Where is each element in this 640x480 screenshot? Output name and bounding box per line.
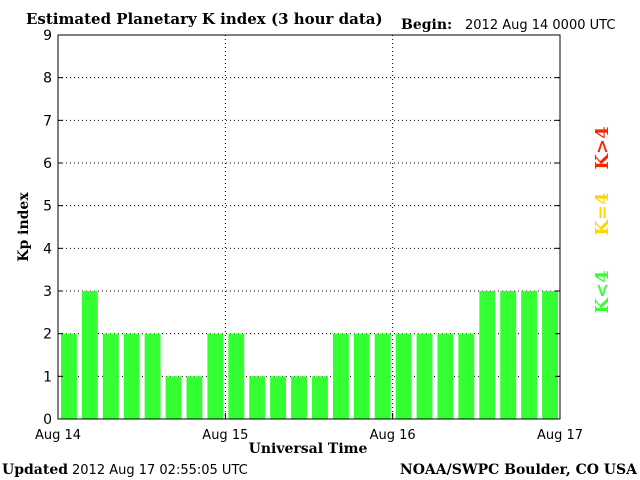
y-tick-label: 8 (43, 71, 52, 87)
kp-bar (165, 376, 182, 419)
updated-value: 2012 Aug 17 02:55:05 UTC (72, 463, 248, 478)
x-axis-ticks: Aug 14 Aug 15 Aug 16 Aug 17 (35, 413, 583, 443)
plot-frame (57, 34, 561, 420)
kp-bar (61, 333, 77, 419)
updated-label: Updated (2, 462, 68, 478)
kp-bar (81, 291, 98, 419)
legend-equal-4: K=4 (592, 192, 613, 235)
kp-bar (228, 333, 245, 419)
kp-bar (395, 333, 412, 419)
x-tick-label: Aug 14 (35, 428, 81, 443)
kp-bar (521, 291, 538, 419)
kp-bar (500, 291, 517, 419)
kp-bar (332, 333, 349, 419)
y-axis-ticks: 0 1 2 3 4 5 6 7 8 9 (43, 28, 560, 428)
x-tick-label: Aug 15 (202, 428, 248, 443)
chart-title: Estimated Planetary K index (3 hour data… (26, 10, 383, 28)
y-tick-label: 2 (43, 327, 52, 343)
kp-bar (249, 376, 266, 419)
kp-bar (312, 376, 328, 419)
kp-bar (207, 333, 224, 419)
y-tick-label: 1 (43, 369, 52, 385)
y-tick-label: 5 (43, 199, 52, 215)
kp-bar (270, 376, 287, 419)
kp-bar (479, 291, 496, 419)
kp-bar (416, 333, 433, 419)
legend-above-4: K>4 (592, 126, 613, 169)
y-tick-label: 6 (43, 156, 52, 172)
kp-bar (458, 333, 475, 419)
kp-bar (186, 376, 203, 419)
x-axis-label: Universal Time (249, 441, 368, 457)
kp-bar (437, 333, 454, 419)
kp-bar (542, 291, 558, 419)
kp-bar (291, 376, 307, 419)
begin-value: 2012 Aug 14 0000 UTC (465, 18, 615, 33)
kp-bar (353, 333, 370, 419)
y-tick-label: 3 (43, 284, 52, 300)
legend-below-4: K<4 (592, 270, 613, 313)
kp-bar (144, 333, 161, 419)
y-axis-label: Kp index (16, 192, 32, 262)
y-tick-label: 7 (43, 113, 52, 129)
y-tick-label: 0 (43, 412, 52, 428)
grid-lines (58, 34, 560, 419)
bars-group (61, 291, 558, 419)
kp-bar (102, 333, 119, 419)
y-tick-label: 9 (43, 28, 52, 44)
kp-bar (123, 333, 140, 419)
x-tick-label: Aug 17 (537, 428, 583, 443)
kp-bar (374, 333, 391, 419)
y-tick-label: 4 (43, 241, 52, 257)
source-credit: NOAA/SWPC Boulder, CO USA (400, 462, 638, 478)
x-tick-label: Aug 16 (370, 428, 416, 443)
begin-label: Begin: (401, 17, 452, 33)
